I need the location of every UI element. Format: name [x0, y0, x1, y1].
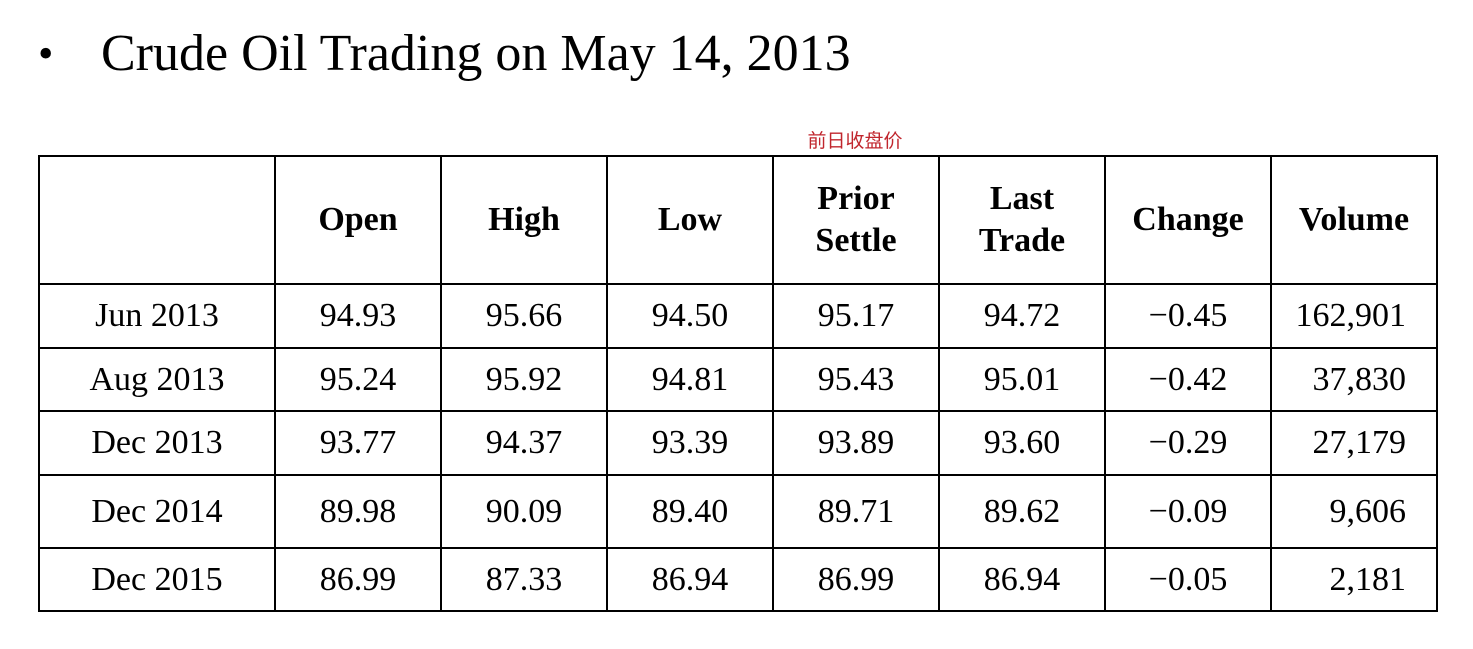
- header-volume: Volume: [1270, 155, 1438, 285]
- cell-contract: Dec 2015: [38, 547, 276, 612]
- cell-change: −0.09: [1104, 474, 1272, 549]
- cell-prior-settle: 93.89: [772, 410, 940, 476]
- table-header-row: Open High Low Prior Settle Last Trade Ch…: [38, 155, 1438, 285]
- table-row: Jun 2013 94.93 95.66 94.50 95.17 94.72 −…: [38, 283, 1438, 349]
- cell-last-trade: 89.62: [938, 474, 1106, 549]
- cell-open: 94.93: [274, 283, 442, 349]
- cell-high: 95.66: [440, 283, 608, 349]
- header-contract: [38, 155, 276, 285]
- bullet-point: •: [38, 29, 54, 78]
- table-row: Aug 2013 95.24 95.92 94.81 95.43 95.01 −…: [38, 347, 1438, 412]
- header-change: Change: [1104, 155, 1272, 285]
- cell-contract: Jun 2013: [38, 283, 276, 349]
- header-prior-settle: Prior Settle: [772, 155, 940, 285]
- cell-volume: 162,901: [1270, 283, 1438, 349]
- cell-last-trade: 86.94: [938, 547, 1106, 612]
- header-last-trade-line2: Trade: [978, 222, 1066, 259]
- cell-volume: 2,181: [1270, 547, 1438, 612]
- cell-open: 93.77: [274, 410, 442, 476]
- table-row: Dec 2013 93.77 94.37 93.39 93.89 93.60 −…: [38, 410, 1438, 476]
- cell-low: 94.50: [606, 283, 774, 349]
- cell-high: 90.09: [440, 474, 608, 549]
- cell-high: 94.37: [440, 410, 608, 476]
- cell-contract: Dec 2014: [38, 474, 276, 549]
- cell-high: 87.33: [440, 547, 608, 612]
- header-prior-settle-line2: Settle: [815, 222, 897, 259]
- cell-open: 86.99: [274, 547, 442, 612]
- cell-prior-settle: 89.71: [772, 474, 940, 549]
- header-last-trade: Last Trade: [938, 155, 1106, 285]
- cell-volume: 9,606: [1270, 474, 1438, 549]
- cell-volume: 27,179: [1270, 410, 1438, 476]
- title-text: Crude Oil Trading on May 14, 2013: [101, 25, 851, 82]
- cell-change: −0.42: [1104, 347, 1272, 412]
- cell-low: 86.94: [606, 547, 774, 612]
- table-row: Dec 2014 89.98 90.09 89.40 89.71 89.62 −…: [38, 474, 1438, 549]
- prior-settle-annotation: 前日收盘价: [807, 130, 903, 152]
- cell-change: −0.45: [1104, 283, 1272, 349]
- cell-change: −0.29: [1104, 410, 1272, 476]
- cell-low: 89.40: [606, 474, 774, 549]
- header-open: Open: [274, 155, 442, 285]
- cell-prior-settle: 86.99: [772, 547, 940, 612]
- cell-open: 89.98: [274, 474, 442, 549]
- header-low: Low: [606, 155, 774, 285]
- slide-title: • Crude Oil Trading on May 14, 2013: [38, 24, 851, 84]
- cell-last-trade: 93.60: [938, 410, 1106, 476]
- cell-volume: 37,830: [1270, 347, 1438, 412]
- cell-last-trade: 94.72: [938, 283, 1106, 349]
- cell-low: 93.39: [606, 410, 774, 476]
- cell-open: 95.24: [274, 347, 442, 412]
- cell-prior-settle: 95.43: [772, 347, 940, 412]
- cell-high: 95.92: [440, 347, 608, 412]
- header-high: High: [440, 155, 608, 285]
- header-prior-settle-line1: Prior: [817, 180, 895, 217]
- cell-low: 94.81: [606, 347, 774, 412]
- cell-contract: Dec 2013: [38, 410, 276, 476]
- cell-prior-settle: 95.17: [772, 283, 940, 349]
- crude-oil-table: Open High Low Prior Settle Last Trade Ch…: [38, 155, 1438, 612]
- cell-last-trade: 95.01: [938, 347, 1106, 412]
- table-row: Dec 2015 86.99 87.33 86.94 86.99 86.94 −…: [38, 547, 1438, 612]
- cell-change: −0.05: [1104, 547, 1272, 612]
- cell-contract: Aug 2013: [38, 347, 276, 412]
- header-last-trade-line1: Last: [989, 180, 1055, 217]
